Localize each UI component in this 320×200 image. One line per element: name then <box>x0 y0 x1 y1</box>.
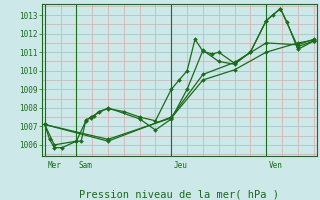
Text: Mer: Mer <box>47 161 61 170</box>
Text: Jeu: Jeu <box>174 161 188 170</box>
Text: Sam: Sam <box>79 161 93 170</box>
Text: Ven: Ven <box>269 161 283 170</box>
Text: Pression niveau de la mer( hPa ): Pression niveau de la mer( hPa ) <box>79 189 279 199</box>
